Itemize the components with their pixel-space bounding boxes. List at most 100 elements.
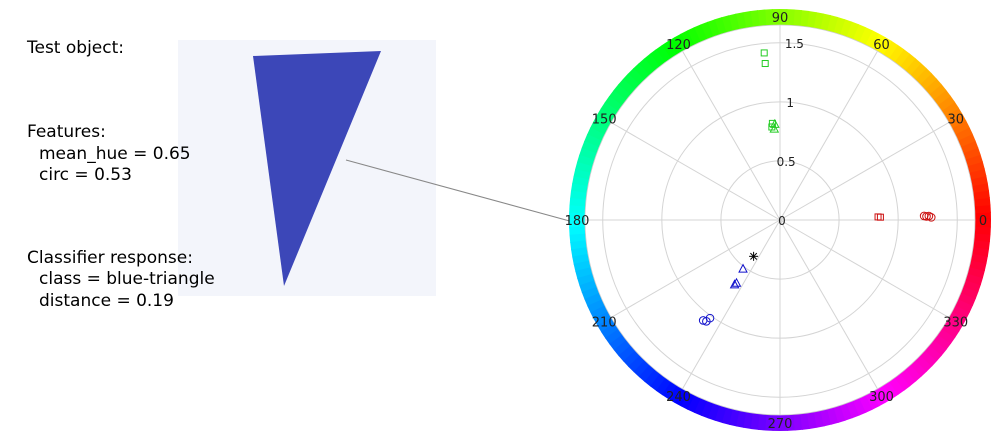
hue-segment <box>569 226 586 236</box>
hue-segment <box>728 13 740 31</box>
hue-segment <box>820 409 832 427</box>
angle-tick-label: 0 <box>979 214 987 229</box>
angle-gridline <box>610 219 781 318</box>
hue-segment <box>597 317 615 333</box>
angle-tick-label: 210 <box>592 316 617 331</box>
hue-segment <box>618 345 636 362</box>
circle-marker <box>698 316 708 325</box>
hue-segment <box>864 30 880 48</box>
hue-segment <box>632 63 650 81</box>
hue-segment <box>575 267 593 279</box>
hue-segment <box>581 286 600 300</box>
hue-segment <box>827 407 839 425</box>
hue-segment <box>894 373 911 391</box>
hue-segment <box>954 126 973 141</box>
hue-segment <box>617 78 636 96</box>
hue-segment <box>933 89 951 106</box>
hue-segment <box>960 140 979 154</box>
hue-segment <box>928 83 947 100</box>
hue-segment <box>859 394 874 413</box>
hue-segment <box>707 403 721 421</box>
angle-tick-label: 60 <box>873 38 890 53</box>
hue-segment <box>972 246 990 257</box>
hue-segment <box>721 15 733 33</box>
angle-tick-labels: 0 30 60 90 120 150 180 210 240 270 300 330 <box>565 11 988 432</box>
hue-segment <box>584 134 602 148</box>
hue-segment <box>590 120 608 136</box>
hue-segment <box>771 9 780 26</box>
hue-segment <box>633 360 651 378</box>
hue-segment <box>793 413 803 431</box>
hue-segment <box>569 205 586 214</box>
hue-segment <box>680 392 696 410</box>
hue-segment <box>600 102 619 118</box>
feature-mean-hue: mean_hue = 0.65 <box>39 144 191 164</box>
hue-segment <box>674 388 690 407</box>
angle-tick-label: 270 <box>768 417 793 432</box>
hue-segment <box>786 414 796 431</box>
angle-gridline <box>682 50 781 221</box>
angle-tick-label: 30 <box>948 113 965 128</box>
triangle-marker <box>731 277 742 287</box>
hue-segment <box>757 9 767 27</box>
hue-segment <box>667 37 683 55</box>
hue-segment <box>858 26 873 45</box>
test-object-heading: Test object: <box>27 38 124 58</box>
hue-segment <box>904 57 922 76</box>
hue-segment <box>673 33 689 52</box>
hue-segment <box>963 147 981 160</box>
angle-gridline <box>779 219 878 390</box>
hue-segment <box>764 9 774 26</box>
hue-segment <box>655 45 671 63</box>
hue-segment <box>929 339 947 356</box>
classifier-class: class = blue-triangle <box>39 269 215 289</box>
hue-segment <box>608 90 627 106</box>
hue-segment <box>945 107 963 123</box>
hue-segment <box>573 260 591 272</box>
hue-segment <box>686 27 701 46</box>
hue-segment <box>628 355 646 373</box>
hue-segment <box>952 304 970 320</box>
hue-segment <box>622 73 640 91</box>
hue-segment <box>963 279 981 293</box>
hue-segment <box>933 334 952 350</box>
feature-circularity: circ = 0.53 <box>39 165 132 185</box>
hue-segment <box>833 16 846 35</box>
hue-segment <box>605 329 623 345</box>
hue-segment <box>833 405 846 423</box>
radial-tick-label: 1 <box>786 96 794 110</box>
hue-segment <box>780 414 789 431</box>
angle-tick-label: 150 <box>592 113 617 128</box>
hue-segment <box>714 17 727 35</box>
hue-segment <box>743 412 754 430</box>
hue-segment <box>941 101 959 117</box>
hue-segment <box>920 349 938 367</box>
radial-tick-labels: 0 0.5 1 1.5 <box>777 37 804 228</box>
hue-segment <box>937 95 955 111</box>
hue-segment <box>581 140 600 154</box>
hue-segment <box>586 127 605 142</box>
hue-segment <box>613 340 632 357</box>
hue-segment <box>840 403 853 421</box>
hue-segment <box>969 168 987 180</box>
hue-segment <box>973 189 990 200</box>
angle-gridline <box>779 50 878 221</box>
angle-tick-label: 180 <box>565 214 590 229</box>
hue-segment <box>846 400 860 419</box>
polar-chart: 0 30 60 90 120 150 180 210 240 270 300 330 0 0.5 1 1.5 <box>565 9 991 432</box>
hue-wheel <box>569 9 991 431</box>
hue-segment <box>570 240 587 251</box>
circle-marker <box>926 213 936 222</box>
hue-segment <box>924 78 942 95</box>
hue-segment <box>909 62 927 80</box>
hue-segment <box>693 24 707 43</box>
angle-tick-label: 240 <box>666 390 691 405</box>
hue-segment <box>945 316 964 332</box>
classifier-distance: distance = 0.19 <box>39 291 174 311</box>
hue-segment <box>846 21 860 40</box>
hue-segment <box>707 19 720 37</box>
hue-segment <box>865 391 880 410</box>
angle-gridline <box>682 219 781 390</box>
hue-segment <box>806 10 817 28</box>
triangle-marker <box>738 263 748 273</box>
